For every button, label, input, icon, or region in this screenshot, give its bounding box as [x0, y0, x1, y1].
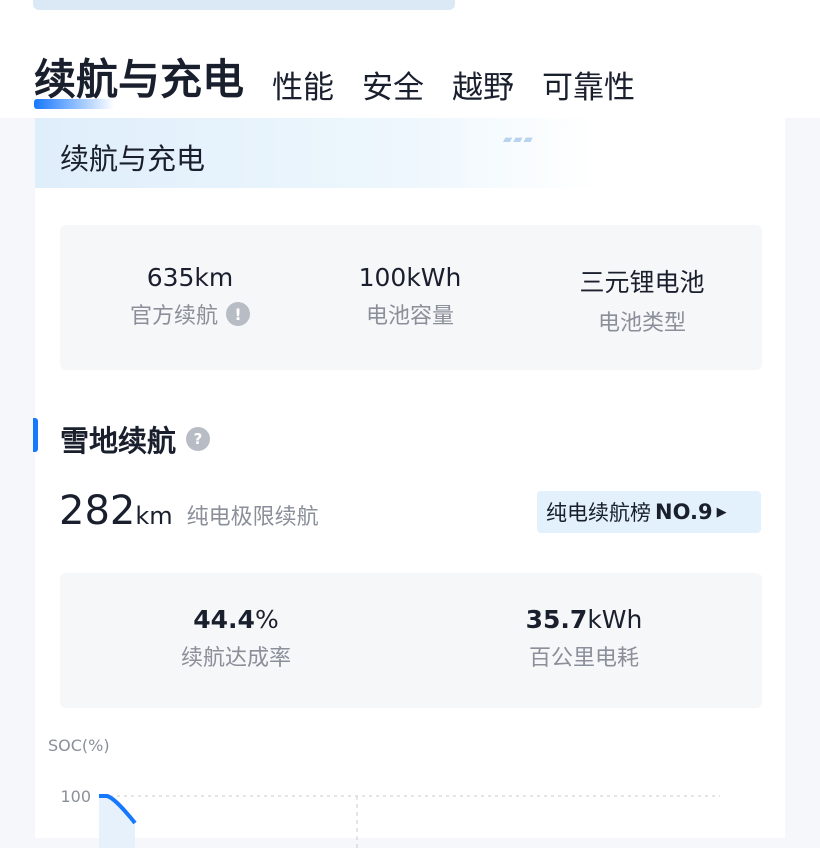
- spec-label: 电池容量: [365, 304, 454, 329]
- spec-label: 官方续航: [129, 304, 218, 329]
- stat-label: 续航达成率: [180, 646, 291, 671]
- spec-label: 电池类型: [597, 311, 686, 336]
- stat-value: 44.4: [193, 605, 255, 634]
- top-banner-edge: [33, 0, 455, 10]
- stat-unit: %: [254, 605, 279, 634]
- stat-label: 百公里电耗: [528, 646, 639, 671]
- spec-official-range: 635km 官方续航!: [80, 263, 300, 330]
- range-charging-card: 续航与充电 ▰▰▰ 635km 官方续航! 100kWh 电池容量 三元锂电池 …: [33, 118, 785, 848]
- y-tick-label: 100: [60, 787, 91, 806]
- category-tabs: 续航与充电 性能 安全 越野 可靠性: [34, 46, 663, 109]
- snow-range-value: 282 km 纯电极限续航: [59, 488, 319, 534]
- decorative-stripes-icon: ▰▰▰: [503, 132, 534, 146]
- stat-consumption: 35.7kWh 百公里电耗: [474, 605, 694, 672]
- tab-safety[interactable]: 安全: [362, 70, 425, 106]
- spec-value: 635km: [146, 263, 234, 292]
- tab-performance[interactable]: 性能: [272, 70, 335, 106]
- spec-value: 三元锂电池: [579, 268, 705, 297]
- question-icon[interactable]: ?: [186, 427, 211, 451]
- range-description: 纯电极限续航: [186, 505, 319, 530]
- active-tab-indicator: [34, 99, 114, 109]
- stat-unit: kWh: [587, 605, 643, 634]
- card-header: 续航与充电 ▰▰▰: [35, 118, 785, 188]
- range-ranking-button[interactable]: 纯电续航榜 NO.9 ▶: [537, 491, 761, 533]
- range-number: 282: [59, 488, 136, 534]
- stat-achievement-rate: 44.4% 续航达成率: [126, 605, 346, 672]
- tab-label: 续航与充电: [34, 55, 245, 104]
- range-unit: km: [135, 502, 173, 530]
- rank-value: NO.9: [655, 500, 713, 524]
- spec-battery-capacity: 100kWh 电池容量: [300, 263, 520, 330]
- tab-offroad[interactable]: 越野: [452, 70, 515, 106]
- soc-line: [99, 794, 137, 825]
- snow-stats-box: 44.4% 续航达成率 35.7kWh 百公里电耗: [60, 573, 762, 708]
- tab-range-charging[interactable]: 续航与充电: [34, 46, 245, 109]
- spec-box: 635km 官方续航! 100kWh 电池容量 三元锂电池 电池类型: [60, 225, 762, 370]
- exclamation-icon[interactable]: !: [226, 302, 250, 326]
- tab-reliability[interactable]: 可靠性: [542, 70, 636, 106]
- section-title: 雪地续航: [60, 424, 177, 458]
- spec-battery-type: 三元锂电池 电池类型: [532, 263, 752, 337]
- top-area: [0, 0, 820, 118]
- rank-label: 纯电续航榜: [546, 501, 651, 525]
- snow-range-heading: 雪地续航?: [60, 418, 211, 460]
- y-axis-label: SOC(%): [48, 736, 110, 755]
- stat-value: 35.7: [525, 605, 588, 634]
- section-marker: [33, 418, 38, 452]
- caret-right-icon: ▶: [716, 504, 727, 520]
- spec-value: 100kWh: [358, 263, 462, 292]
- soc-chart: SOC(%) 100: [48, 736, 720, 848]
- card-title: 续航与充电: [60, 142, 206, 176]
